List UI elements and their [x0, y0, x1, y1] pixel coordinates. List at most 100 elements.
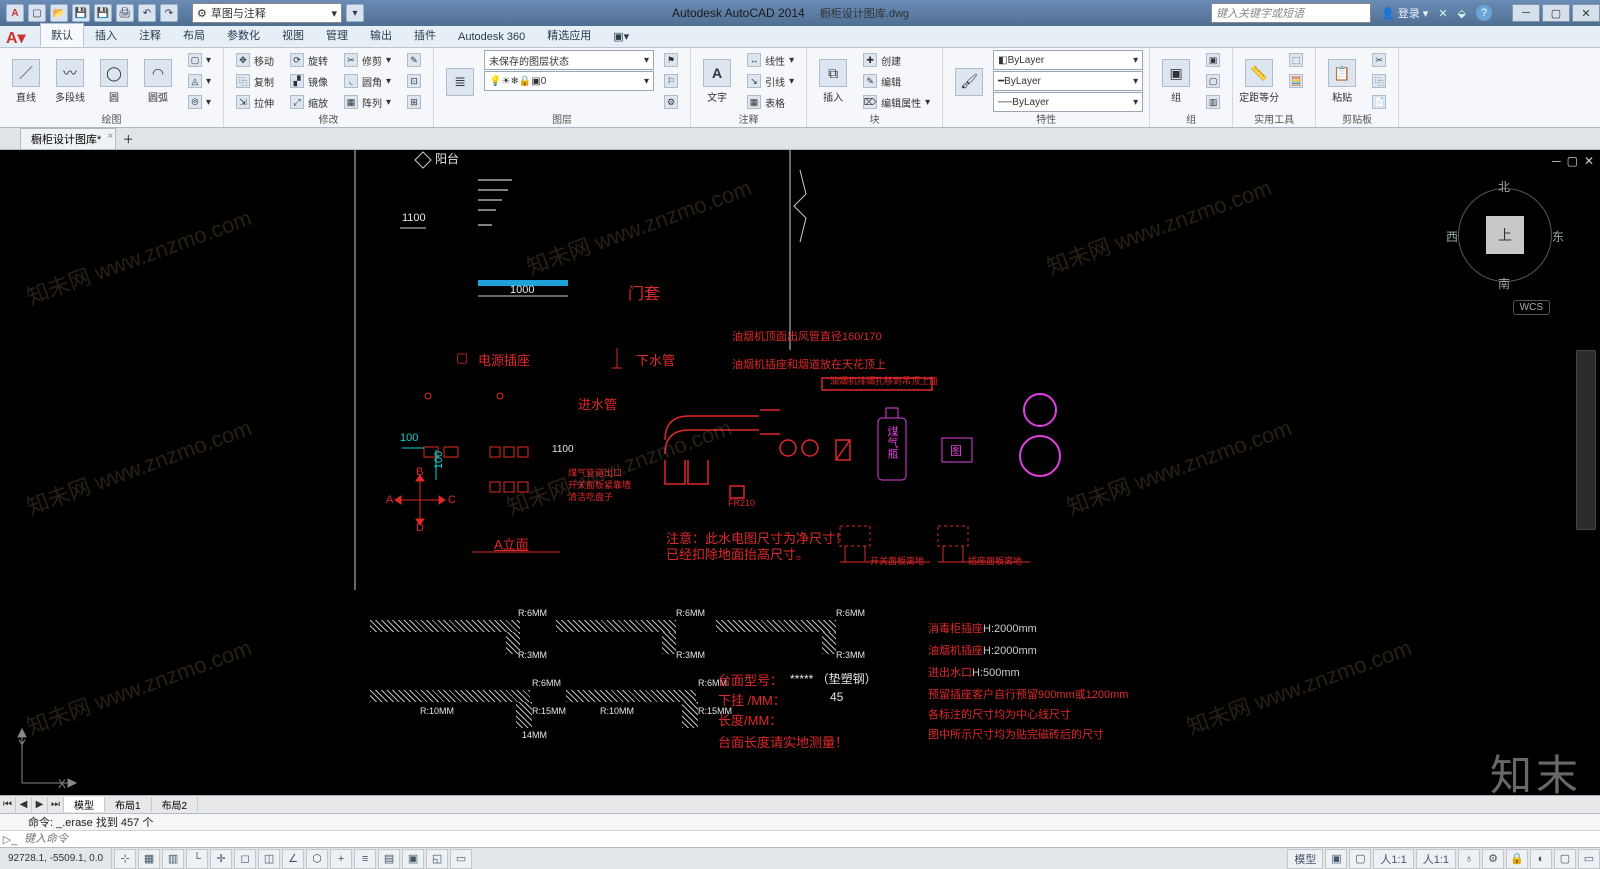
- table-button[interactable]: ▦表格: [741, 92, 800, 112]
- infocenter-icon[interactable]: ⬙: [1458, 7, 1466, 20]
- wcs-badge[interactable]: WCS: [1513, 300, 1550, 315]
- layout-model-tab[interactable]: 模型: [64, 797, 105, 812]
- help-search-input[interactable]: 键入关键字或短语: [1211, 3, 1371, 23]
- file-tab-close-icon[interactable]: ×: [107, 131, 113, 142]
- sb-layouts-icon[interactable]: ▣: [1325, 849, 1347, 869]
- sb-iso-icon[interactable]: ▢: [1554, 849, 1576, 869]
- sb-annoscale2[interactable]: 人1:1: [1416, 849, 1456, 869]
- command-input[interactable]: [20, 833, 1600, 845]
- mod-2[interactable]: ⊡: [401, 71, 427, 91]
- linetype-dropdown[interactable]: ── ByLayer▾: [993, 92, 1143, 112]
- sb-otrack-icon[interactable]: ∠: [282, 849, 304, 869]
- minimize-button[interactable]: ─: [1512, 4, 1540, 22]
- util-1[interactable]: ⬚: [1283, 50, 1309, 70]
- sb-lwt-icon[interactable]: ≡: [354, 849, 376, 869]
- matchprops-button[interactable]: 🖌: [949, 50, 989, 113]
- draw-misc-2[interactable]: ◬▾: [182, 71, 217, 91]
- sb-annoscale[interactable]: 人1:1: [1373, 849, 1413, 869]
- sb-clean-icon[interactable]: ▭: [1578, 849, 1600, 869]
- sb-polar-icon[interactable]: ✛: [210, 849, 232, 869]
- help-icon[interactable]: ?: [1476, 5, 1492, 21]
- sb-tpy-icon[interactable]: ▤: [378, 849, 400, 869]
- block-edit-button[interactable]: ✎编辑: [857, 71, 936, 91]
- sb-lock-icon[interactable]: 🔒: [1506, 849, 1528, 869]
- viewcube[interactable]: 上 北 南 西 东: [1450, 180, 1560, 290]
- sb-grid-icon[interactable]: ▥: [162, 849, 184, 869]
- workspace-dropdown[interactable]: ⚙ 草图与注释▾: [192, 3, 342, 23]
- group-tool-3[interactable]: ▥: [1200, 92, 1226, 112]
- layer-tool-2[interactable]: ⚐: [658, 71, 684, 91]
- tab-featured[interactable]: 精选应用: [536, 23, 602, 47]
- file-tab-add-icon[interactable]: ＋: [116, 131, 140, 147]
- block-create-button[interactable]: ✚创建: [857, 50, 936, 70]
- block-editattr-button[interactable]: ⌦编辑属性▾: [857, 92, 936, 112]
- sb-ws-icon[interactable]: ⚙: [1482, 849, 1504, 869]
- qat-new-icon[interactable]: ▢: [28, 4, 46, 22]
- trim-button[interactable]: ✂修剪▾: [338, 50, 397, 70]
- text-button[interactable]: A文字: [697, 50, 737, 113]
- viewcube-top[interactable]: 上: [1486, 216, 1524, 254]
- layerstate-dropdown[interactable]: 未保存的图层状态▾: [484, 50, 654, 70]
- sb-infer-icon[interactable]: ⊹: [114, 849, 136, 869]
- qat-saveas-icon[interactable]: 💾: [94, 4, 112, 22]
- move-button[interactable]: ✥移动: [230, 50, 280, 70]
- rotate-button[interactable]: ⟳旋转: [284, 50, 334, 70]
- circle-button[interactable]: ◯圆: [94, 50, 134, 113]
- tab-layout[interactable]: 布局: [172, 23, 216, 47]
- app-menu-button[interactable]: A▾: [6, 28, 34, 48]
- stretch-button[interactable]: ⇲拉伸: [230, 92, 280, 112]
- util-2[interactable]: 🧮: [1283, 71, 1309, 91]
- command-handle-icon[interactable]: ▷_: [0, 833, 20, 846]
- clip-3[interactable]: 📄: [1366, 92, 1392, 112]
- sb-sc-icon[interactable]: ◱: [426, 849, 448, 869]
- copy2-button[interactable]: ⿻: [1366, 71, 1392, 91]
- signin-button[interactable]: 👤 登录 ▾: [1381, 5, 1428, 21]
- sb-qv-icon[interactable]: ▢: [1349, 849, 1371, 869]
- qat-save-icon[interactable]: 💾: [72, 4, 90, 22]
- sb-annovis-icon[interactable]: ♁: [1458, 849, 1480, 869]
- maximize-button[interactable]: ▢: [1542, 4, 1570, 22]
- draw-misc-3[interactable]: ⦾▾: [182, 92, 217, 112]
- sb-hw-icon[interactable]: ◐: [1530, 849, 1552, 869]
- polyline-button[interactable]: 〰多段线: [50, 50, 90, 113]
- layer-dropdown[interactable]: 💡☀❄🔒▣ 0▾: [484, 71, 654, 91]
- tab-annotate[interactable]: 注释: [128, 23, 172, 47]
- sb-snap-icon[interactable]: ▦: [138, 849, 160, 869]
- fillet-button[interactable]: ◟圆角▾: [338, 71, 397, 91]
- leader-button[interactable]: ↘引线▾: [741, 71, 800, 91]
- qat-more-icon[interactable]: ▾: [346, 4, 364, 22]
- exchange-icon[interactable]: ✕: [1438, 7, 1447, 20]
- tab-a360[interactable]: Autodesk 360: [447, 27, 536, 47]
- tab-addins[interactable]: 插件: [403, 23, 447, 47]
- tab-output[interactable]: 输出: [359, 23, 403, 47]
- mod-1[interactable]: ✎: [401, 50, 427, 70]
- line-button[interactable]: ／直线: [6, 50, 46, 113]
- tab-expand-icon[interactable]: ▣▾: [602, 26, 640, 47]
- array-button[interactable]: ▦阵列▾: [338, 92, 397, 112]
- layout-first-icon[interactable]: ⏮: [0, 797, 16, 813]
- group-tool-2[interactable]: ▢: [1200, 71, 1226, 91]
- file-tab[interactable]: 橱柜设计图库*×: [20, 128, 116, 149]
- lineweight-dropdown[interactable]: ━ ByLayer▾: [993, 71, 1143, 91]
- group-tool-1[interactable]: ▣: [1200, 50, 1226, 70]
- drawing-area[interactable]: ─ ▢ ✕: [0, 150, 1600, 813]
- layer-tool-3[interactable]: ⚙: [658, 92, 684, 112]
- tab-manage[interactable]: 管理: [315, 23, 359, 47]
- layerprops-button[interactable]: ≣: [440, 50, 480, 113]
- tab-insert[interactable]: 插入: [84, 23, 128, 47]
- layout-last-icon[interactable]: ⏭: [48, 797, 64, 813]
- draw-misc-1[interactable]: ▢▾: [182, 50, 217, 70]
- tab-default[interactable]: 默认: [40, 23, 84, 47]
- tab-view[interactable]: 视图: [271, 23, 315, 47]
- sb-3dosnap-icon[interactable]: ◫: [258, 849, 280, 869]
- color-dropdown[interactable]: ◧ ByLayer▾: [993, 50, 1143, 70]
- app-logo-icon[interactable]: A: [6, 4, 24, 22]
- sb-dyn-icon[interactable]: +: [330, 849, 352, 869]
- group-button[interactable]: ▣组: [1156, 50, 1196, 113]
- qat-plot-icon[interactable]: 🖨: [116, 4, 134, 22]
- sb-ortho-icon[interactable]: └: [186, 849, 208, 869]
- sb-osnap-icon[interactable]: ◻: [234, 849, 256, 869]
- scale-button[interactable]: ⤢缩放: [284, 92, 334, 112]
- paste-button[interactable]: 📋粘贴: [1322, 50, 1362, 113]
- cut-button[interactable]: ✂: [1366, 50, 1392, 70]
